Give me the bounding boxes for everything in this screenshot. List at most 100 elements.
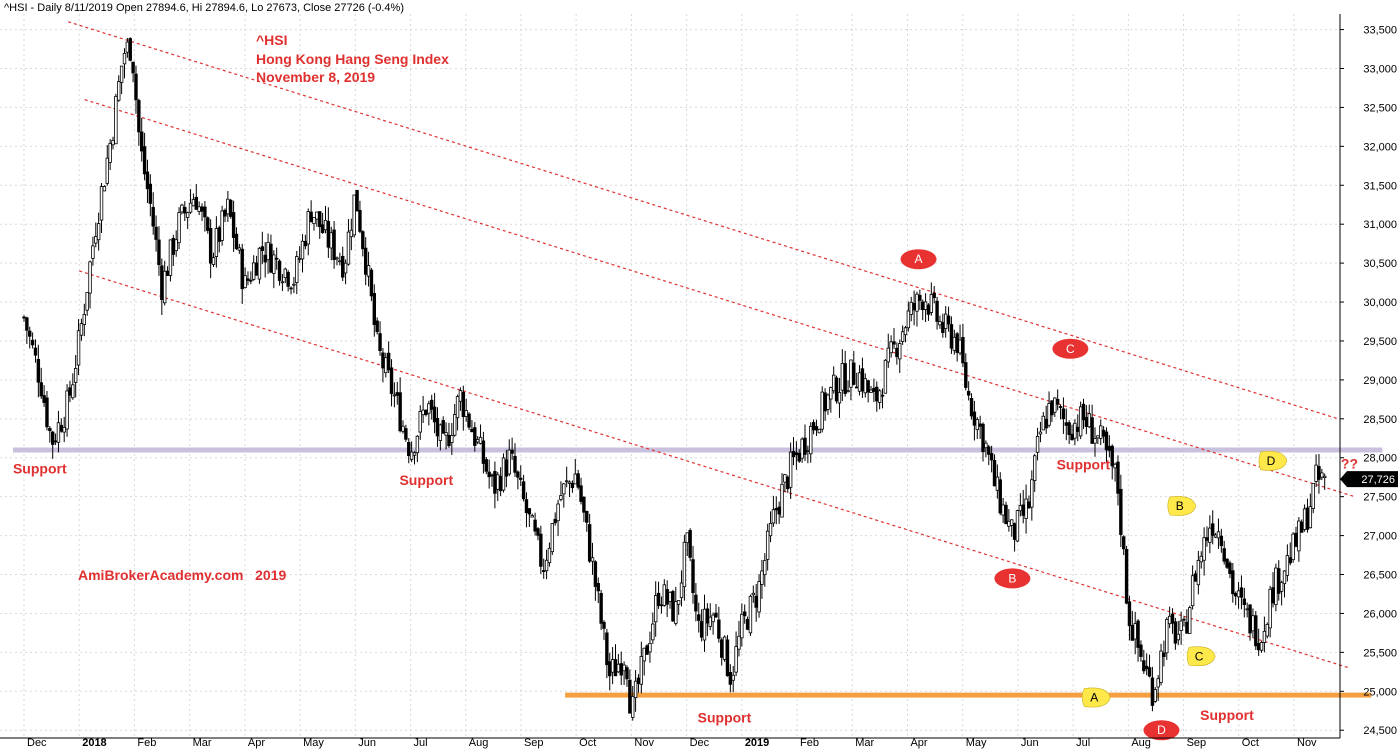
candle bbox=[1182, 616, 1186, 627]
candle bbox=[1139, 640, 1143, 662]
candle bbox=[556, 499, 560, 537]
candle bbox=[889, 335, 893, 358]
candle bbox=[585, 510, 589, 532]
candle bbox=[501, 453, 506, 493]
candle bbox=[211, 252, 216, 268]
wave-marker-yellow-b: B bbox=[1167, 496, 1197, 516]
candle bbox=[335, 256, 339, 266]
y-tick-label: 28,000 bbox=[1363, 453, 1397, 465]
candle bbox=[1302, 504, 1307, 532]
x-tick-label: Mar bbox=[855, 737, 874, 749]
candle bbox=[246, 271, 250, 286]
x-tick-label: Dec bbox=[27, 737, 47, 749]
y-tick-label: 24,500 bbox=[1363, 725, 1397, 737]
candle bbox=[516, 470, 520, 490]
candle bbox=[157, 226, 161, 276]
candle bbox=[1127, 595, 1132, 641]
candle bbox=[826, 393, 830, 415]
candle bbox=[688, 528, 692, 562]
candle bbox=[1067, 420, 1071, 444]
candle bbox=[1061, 397, 1066, 434]
candle bbox=[1124, 545, 1129, 605]
svg-text:D: D bbox=[1157, 723, 1166, 737]
x-tick-label: Dec bbox=[690, 737, 710, 749]
candle bbox=[418, 405, 422, 440]
candle bbox=[877, 389, 882, 410]
candle bbox=[510, 437, 514, 460]
candle bbox=[309, 200, 313, 223]
candle bbox=[355, 189, 359, 212]
candle bbox=[763, 553, 767, 587]
candle bbox=[1024, 484, 1028, 534]
candle bbox=[286, 270, 290, 292]
candle bbox=[430, 394, 434, 420]
candle bbox=[883, 358, 888, 394]
candle bbox=[780, 473, 784, 518]
candle bbox=[1225, 558, 1229, 570]
candle bbox=[369, 268, 374, 301]
candle bbox=[76, 319, 81, 376]
candle bbox=[79, 318, 84, 341]
x-tick-label: May bbox=[966, 737, 987, 749]
candle bbox=[740, 603, 744, 647]
candle bbox=[533, 512, 537, 536]
candle bbox=[1035, 427, 1040, 461]
candle bbox=[88, 260, 92, 309]
candle bbox=[1279, 580, 1284, 606]
candle bbox=[1162, 640, 1166, 667]
candle bbox=[903, 325, 908, 343]
candle bbox=[547, 542, 552, 567]
candle bbox=[1219, 528, 1224, 553]
candle bbox=[507, 439, 511, 477]
candle bbox=[194, 184, 198, 210]
svg-text:C: C bbox=[1195, 649, 1204, 663]
candle bbox=[82, 303, 86, 337]
candle bbox=[961, 323, 965, 368]
candle bbox=[1216, 518, 1221, 549]
candle bbox=[1176, 620, 1180, 646]
candle bbox=[45, 390, 49, 431]
candle bbox=[56, 410, 61, 453]
candle bbox=[162, 260, 167, 306]
candle bbox=[539, 525, 543, 574]
candle bbox=[96, 212, 101, 251]
candle bbox=[1188, 605, 1192, 634]
candle bbox=[148, 174, 153, 217]
candle bbox=[249, 271, 253, 285]
candle bbox=[117, 75, 121, 102]
candle bbox=[375, 317, 379, 335]
candle bbox=[969, 393, 974, 420]
candle bbox=[717, 606, 721, 643]
candle bbox=[1320, 468, 1324, 481]
candle bbox=[277, 259, 282, 286]
candle bbox=[656, 581, 661, 609]
candle bbox=[378, 321, 382, 356]
candle bbox=[567, 480, 572, 498]
candle bbox=[564, 466, 569, 488]
candle bbox=[935, 296, 939, 330]
candle bbox=[1055, 389, 1060, 411]
candle bbox=[949, 316, 954, 354]
candle bbox=[105, 145, 109, 186]
candle bbox=[174, 230, 178, 257]
wave-marker-red-c: C bbox=[1052, 338, 1089, 359]
candle bbox=[99, 182, 104, 234]
candle bbox=[450, 422, 454, 455]
y-tick-label: 29,500 bbox=[1363, 336, 1397, 348]
candle bbox=[1202, 527, 1206, 576]
candle bbox=[734, 631, 738, 677]
question-label: ?? bbox=[1341, 456, 1358, 472]
candle bbox=[343, 259, 348, 285]
candle bbox=[524, 492, 529, 528]
candle bbox=[71, 373, 75, 400]
candle bbox=[737, 620, 741, 657]
wave-marker-yellow-a: A bbox=[1081, 687, 1111, 708]
candle bbox=[587, 513, 592, 563]
candle bbox=[487, 459, 491, 489]
candle bbox=[682, 534, 687, 601]
candle bbox=[220, 205, 224, 246]
y-tick-label: 33,500 bbox=[1363, 25, 1397, 37]
candle bbox=[183, 201, 187, 222]
candle bbox=[725, 635, 730, 677]
candle bbox=[1291, 532, 1295, 563]
